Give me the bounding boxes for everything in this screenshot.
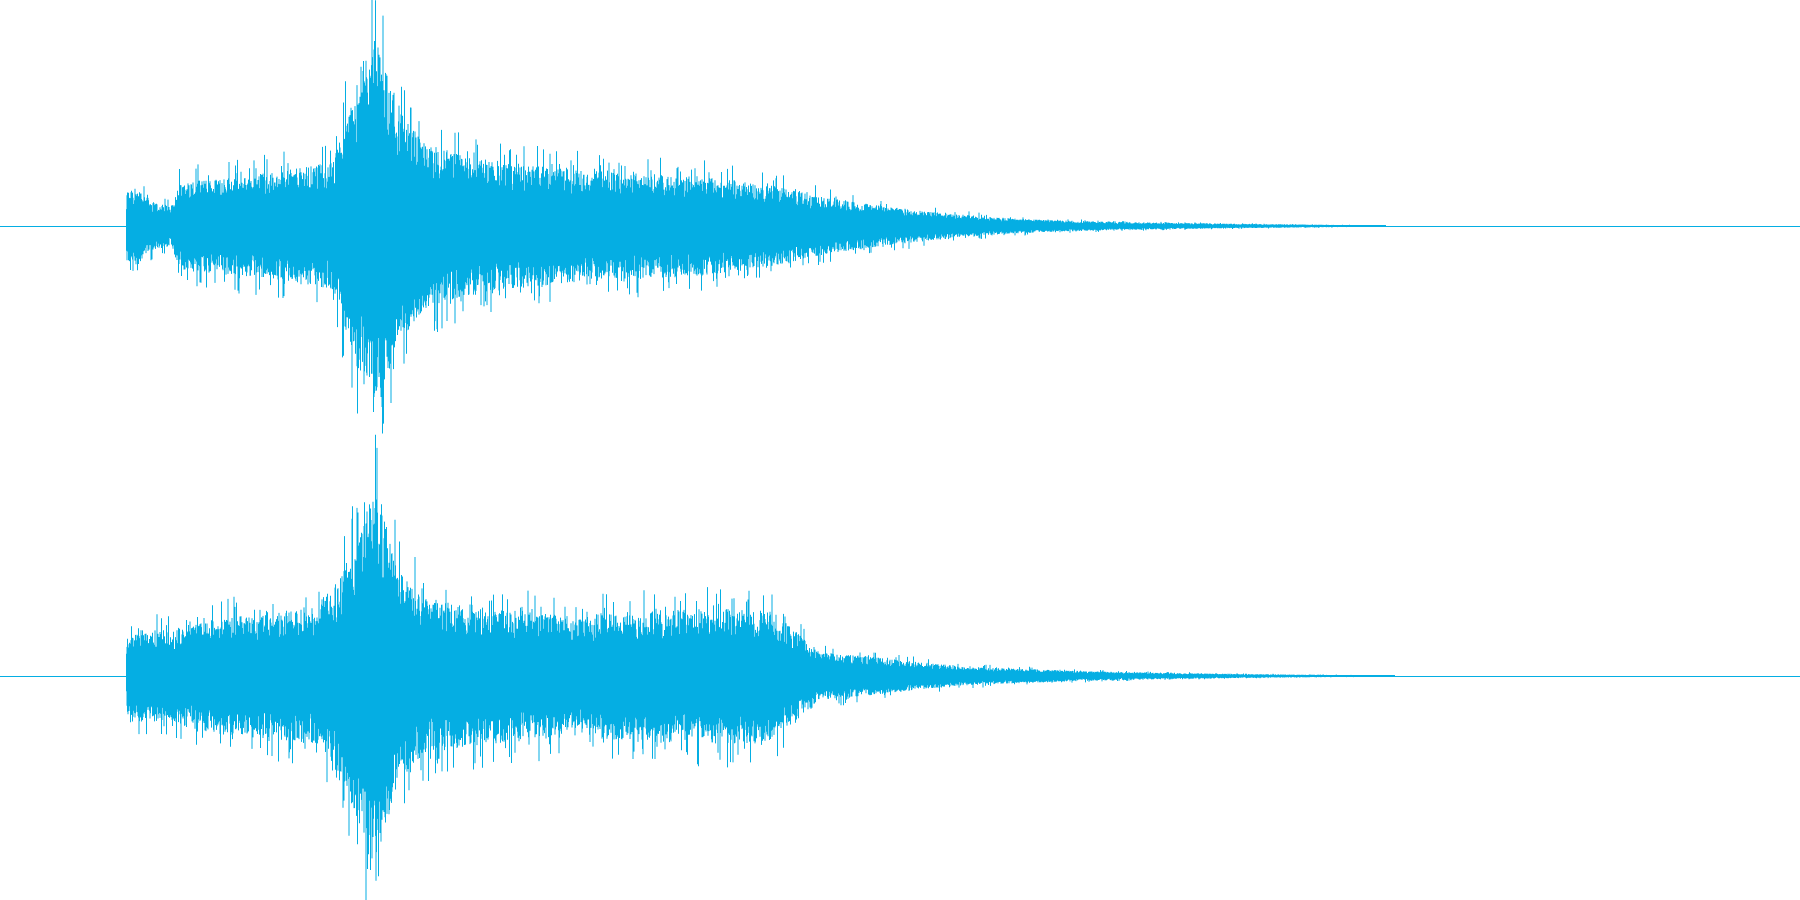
waveform-left [126, 0, 1386, 434]
waveform-channel-left [0, 0, 1800, 434]
waveform-right [126, 434, 1395, 900]
waveform-channel-right [0, 434, 1800, 900]
